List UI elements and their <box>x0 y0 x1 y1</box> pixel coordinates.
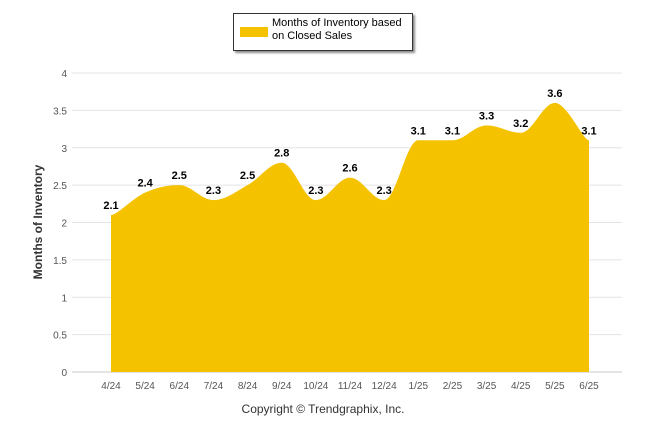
x-tick-label: 8/24 <box>238 381 258 392</box>
x-tick-label: 6/24 <box>170 381 190 392</box>
data-label: 2.3 <box>308 185 323 197</box>
data-label: 2.5 <box>240 170 255 182</box>
x-tick-label: 9/24 <box>272 381 292 392</box>
y-tick-label: 1.5 <box>53 256 67 267</box>
data-label: 2.6 <box>342 163 357 175</box>
y-tick-label: 2.5 <box>53 181 67 192</box>
data-label: 3.1 <box>411 125 426 137</box>
data-label: 2.4 <box>137 178 153 190</box>
y-tick-label: 4 <box>61 69 67 80</box>
data-label: 3.1 <box>445 125 460 137</box>
y-tick-label: 3.5 <box>53 106 67 117</box>
data-label: 2.5 <box>172 170 187 182</box>
x-tick-label: 10/24 <box>303 381 328 392</box>
x-tick-label: 4/25 <box>511 381 531 392</box>
x-tick-label: 11/24 <box>338 381 363 392</box>
legend-swatch <box>240 27 268 37</box>
y-tick-label: 0.5 <box>53 331 67 342</box>
y-tick-labels: 0 0.5 1 1.5 2 2.5 3 3.5 4 <box>53 69 67 379</box>
x-tick-label: 5/24 <box>135 381 155 392</box>
y-tick-label: 3 <box>61 144 67 155</box>
y-tick-label: 2 <box>61 219 67 230</box>
data-label: 3.2 <box>513 118 528 130</box>
data-label: 3.1 <box>581 125 596 137</box>
data-label: 2.8 <box>274 148 289 160</box>
data-label: 3.6 <box>547 88 562 100</box>
x-tick-label: 3/25 <box>477 381 497 392</box>
x-tick-label: 2/25 <box>443 381 463 392</box>
x-tick-label: 12/24 <box>372 381 397 392</box>
legend: Months of Inventory based on Closed Sale… <box>233 13 413 51</box>
data-label: 3.3 <box>479 110 494 122</box>
y-axis-label: Months of Inventory <box>31 164 45 279</box>
data-label: 2.3 <box>376 185 391 197</box>
legend-label: Months of Inventory based on Closed Sale… <box>272 17 402 42</box>
series-area <box>111 102 589 373</box>
data-label: 2.3 <box>206 185 221 197</box>
x-tick-label: 1/25 <box>409 381 429 392</box>
copyright-footer: Copyright © Trendgraphix, Inc. <box>241 402 405 416</box>
x-tick-label: 7/24 <box>204 381 224 392</box>
x-tick-label: 6/25 <box>579 381 599 392</box>
y-tick-label: 0 <box>61 368 67 379</box>
x-tick-label: 4/24 <box>101 381 121 392</box>
x-tick-label: 5/25 <box>545 381 565 392</box>
x-tick-labels: 4/24 5/24 6/24 7/24 8/24 9/24 10/24 11/24 12/24 1… <box>101 381 599 392</box>
data-label: 2.1 <box>103 200 118 212</box>
y-tick-label: 1 <box>61 293 67 304</box>
data-labels: 2.1 2.4 2.5 2.3 2.5 2.8 2.3 2.6 2.3 3.1 3.1 3.3 3.2 3… <box>103 88 596 212</box>
